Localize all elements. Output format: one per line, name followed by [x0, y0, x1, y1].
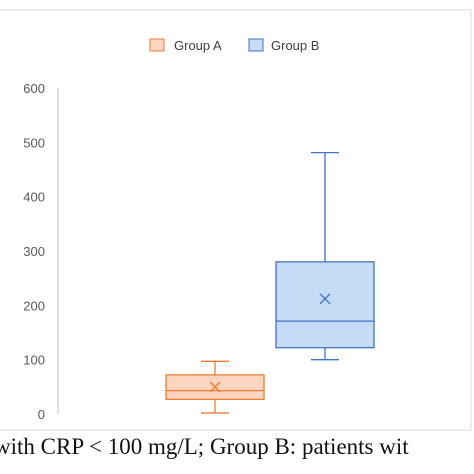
y-tick-label-200: 200 — [23, 298, 45, 313]
mean-marker-stroke-b-1 — [209, 381, 221, 393]
legend-label-1: Group A — [174, 38, 222, 53]
mean-marker-stroke-b-2 — [319, 293, 331, 305]
box-2 — [275, 152, 375, 361]
y-tick-label-400: 400 — [23, 190, 45, 205]
mean-marker-2 — [319, 293, 331, 305]
iqr-box-2 — [275, 261, 375, 349]
legend-swatch-1 — [149, 38, 165, 52]
y-tick-label-600: 600 — [23, 81, 45, 96]
legend-label-2: Group B — [271, 38, 319, 53]
legend: Group A Group B — [149, 38, 319, 53]
y-tick-label-300: 300 — [23, 244, 45, 259]
chart-border — [0, 9, 472, 431]
box-1 — [165, 360, 265, 414]
plot-area — [165, 152, 375, 414]
y-tick-label-500: 500 — [23, 135, 45, 150]
legend-swatch-2 — [248, 38, 264, 52]
y-tick-label-100: 100 — [23, 353, 45, 368]
y-axis: 0 100 200 300 400 500 600 — [23, 81, 59, 422]
y-tick-label-0: 0 — [38, 407, 45, 422]
figure-caption: with CRP < 100 mg/L; Group B: patients w… — [0, 434, 409, 459]
mean-marker-1 — [209, 381, 221, 393]
